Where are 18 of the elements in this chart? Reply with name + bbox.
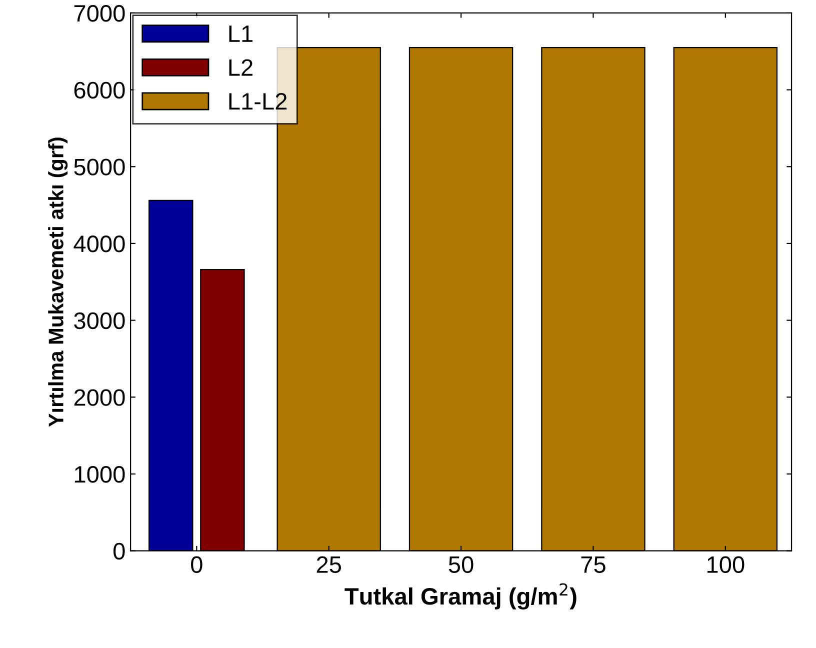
- y-tick-label: 5000: [74, 158, 125, 176]
- legend-label: L1: [229, 26, 252, 42]
- x-tick-label: 0: [191, 556, 202, 574]
- y-tick-label: 7000: [74, 5, 125, 22]
- x-axis-title: Tutkal Gramaj (g/m$^{2}$): [344, 583, 576, 610]
- legend-label: L1-L2: [229, 93, 287, 110]
- x-tick-label: 50: [448, 556, 474, 574]
- legend-label: L2: [229, 59, 252, 76]
- y-tick-label: 6000: [74, 82, 125, 99]
- y-tick-label: 0: [113, 542, 125, 560]
- y-tick-label: 3000: [74, 312, 125, 330]
- x-tick-label: 100: [708, 556, 744, 574]
- y-tick-label: 2000: [74, 389, 125, 406]
- y-tick-label: 4000: [74, 236, 125, 252]
- x-tick-label: 25: [316, 556, 341, 574]
- y-axis-title: Yırtılma Mukavemeti atkı (grf): [48, 138, 68, 427]
- x-tick-label: 75: [581, 556, 606, 574]
- y-tick-label: 1000: [74, 466, 125, 483]
